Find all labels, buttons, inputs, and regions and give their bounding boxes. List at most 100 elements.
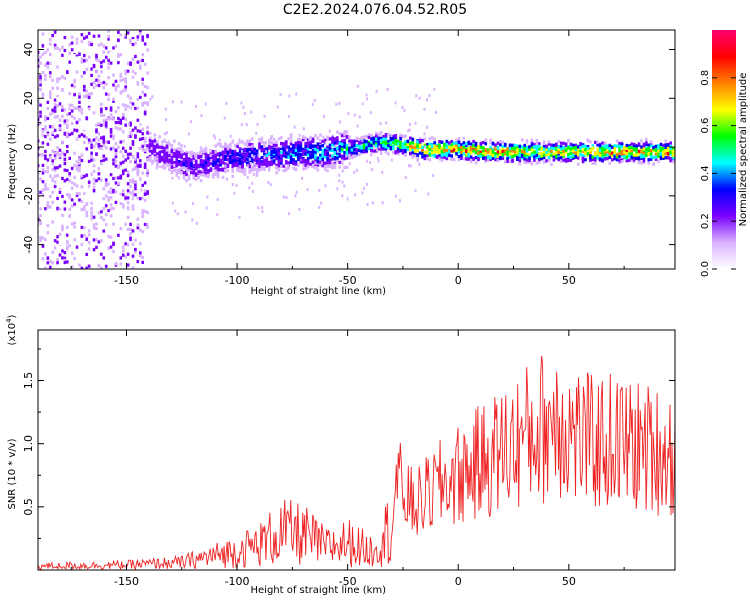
spectrogram-cell <box>119 140 123 144</box>
spectrogram-cell <box>107 190 110 194</box>
spectrogram-cell <box>95 70 98 74</box>
spectrogram-cell <box>63 48 67 53</box>
spectrogram-cell <box>323 147 327 151</box>
spectrogram-cell <box>323 151 327 155</box>
spectrogram-cell <box>511 144 514 148</box>
spectrogram-cell <box>323 167 327 171</box>
spectrogram-cell <box>221 153 225 158</box>
spectrogram-cell <box>287 115 290 119</box>
spectrogram-cell <box>647 151 651 156</box>
spectrogram-cell <box>535 138 539 143</box>
spectrogram-cell <box>187 165 191 170</box>
spectrogram-cell <box>365 142 368 147</box>
spectrogram-cell <box>231 153 235 157</box>
spectrogram-cell <box>340 134 344 138</box>
spectrogram-cell <box>559 147 563 151</box>
spectrogram-cell <box>175 163 179 168</box>
spectrogram-cell <box>253 167 256 171</box>
spectrogram-cell <box>107 93 110 97</box>
spectrogram-cell <box>445 139 449 144</box>
spectrogram-cell <box>309 143 312 147</box>
spectrogram-cell <box>248 164 252 169</box>
spectrogram-cell <box>124 168 127 172</box>
spectrogram-cell <box>53 103 57 107</box>
spectrogram-cell <box>189 183 192 187</box>
spectrogram-cell <box>530 143 534 147</box>
spectrogram-cell <box>260 140 264 144</box>
spectrogram-cell <box>61 256 64 260</box>
spectrogram-cell <box>38 164 40 168</box>
spectrogram-cell <box>545 159 548 163</box>
spectrogram-cell <box>109 61 113 65</box>
spectrogram-cell <box>530 148 534 152</box>
spectrogram-cell <box>535 147 539 151</box>
spectrogram-cell <box>83 207 86 211</box>
spectrogram-cell <box>348 156 351 160</box>
x-tick-label: -100 <box>225 274 250 287</box>
spectrogram-cell <box>241 152 244 156</box>
spectrogram-cell <box>112 97 115 101</box>
spectrogram-cell <box>343 138 346 143</box>
spectrogram-cell <box>275 171 278 175</box>
spectrogram-cell <box>657 147 660 151</box>
spectrogram-cell <box>46 224 50 228</box>
spectrogram-cell <box>445 148 449 153</box>
spectrogram-cell <box>48 74 52 79</box>
spectrogram-cell <box>75 54 79 58</box>
spectrogram-cell <box>126 31 130 35</box>
spectrogram-cell <box>664 152 668 156</box>
spectrogram-cell <box>129 121 132 125</box>
spectrogram-cell <box>246 152 249 156</box>
spectrogram-cell <box>282 148 286 152</box>
spectrogram-cell <box>601 141 604 145</box>
spectrogram-cell <box>46 48 50 52</box>
spectrogram-cell <box>126 243 130 247</box>
spectrogram-cell <box>225 102 228 106</box>
spectrogram-cell <box>41 168 45 172</box>
spectrogram-cell <box>241 167 244 171</box>
spectrogram-cell <box>413 158 417 162</box>
spectrogram-cell <box>479 154 483 159</box>
y-tick-label: 0.5 <box>22 498 35 516</box>
spectrogram-cell <box>343 145 346 149</box>
spectrogram-cell <box>253 179 256 183</box>
spectrogram-cell <box>618 160 621 165</box>
spectrogram-cell <box>428 151 432 155</box>
snr-frame <box>37 329 676 571</box>
spectrogram-cell <box>289 155 293 159</box>
spectrogram-cell <box>119 33 123 37</box>
spectrogram-cell <box>75 70 79 74</box>
spectrogram-cell <box>171 176 174 180</box>
spectrogram-cell <box>90 145 93 150</box>
spectrogram-cell <box>569 147 573 151</box>
spectrogram-cell <box>56 65 59 69</box>
spectrogram-cell <box>78 263 81 267</box>
spectrogram-cell <box>401 144 405 148</box>
spectrogram-cell <box>224 147 227 151</box>
spectrogram-cell <box>263 147 266 152</box>
spectrogram-cell <box>56 114 59 119</box>
spectrogram-cell <box>58 207 62 211</box>
spectrogram-cell <box>143 143 147 148</box>
spectrogram-cell <box>75 100 79 104</box>
spectrogram-cell <box>176 212 179 216</box>
spectrogram-cell <box>428 142 432 146</box>
spectrogram-cell <box>90 151 93 155</box>
spectrogram-cell <box>182 176 186 180</box>
spectrogram-cell <box>533 145 536 149</box>
spectrogram-cell <box>304 166 308 171</box>
spectrogram-cell <box>136 37 140 41</box>
spectrogram-cell <box>433 137 436 141</box>
spectrogram-cell <box>199 173 203 177</box>
spectrogram-cell <box>275 163 278 168</box>
spectrogram-cell <box>378 145 381 149</box>
spectrogram-cell <box>370 146 373 150</box>
spectrogram-cell <box>593 161 597 165</box>
spectrogram-cell <box>348 149 351 153</box>
spectrogram-cell <box>649 149 653 153</box>
spectrogram-cell <box>348 150 351 155</box>
spectrogram-cell <box>39 88 42 92</box>
spectrogram-cell <box>255 149 259 153</box>
spectrogram-cell <box>61 224 64 228</box>
